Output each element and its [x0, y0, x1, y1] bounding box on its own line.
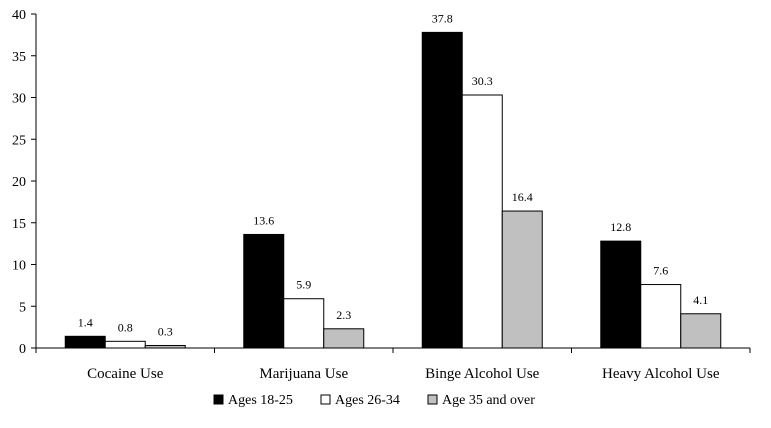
data-label: 1.4 [78, 315, 93, 329]
bar [461, 94, 503, 349]
bar [243, 233, 285, 349]
category-label: Binge Alcohol Use [425, 366, 539, 382]
legend-swatch [213, 394, 224, 405]
y-tick-label: 10 [12, 259, 26, 274]
legend-label: Ages 18-25 [228, 393, 293, 408]
bar [421, 31, 463, 349]
bar [104, 340, 146, 349]
y-tick-label: 25 [12, 133, 26, 148]
y-tick-label: 40 [12, 8, 26, 23]
data-label: 0.3 [158, 324, 173, 338]
category-label: Marijuana Use [259, 366, 348, 382]
data-label: 0.8 [118, 320, 133, 334]
bars [64, 31, 722, 349]
bar [283, 298, 325, 349]
legend-swatch [320, 394, 331, 405]
bar [600, 240, 642, 349]
bar [640, 284, 682, 349]
category-label: Heavy Alcohol Use [602, 366, 720, 382]
data-label: 37.8 [432, 11, 453, 25]
data-label: 2.3 [336, 308, 351, 322]
data-label: 13.6 [253, 213, 274, 227]
data-label: 7.6 [653, 264, 668, 278]
data-label: 30.3 [472, 74, 493, 88]
data-label: 12.8 [610, 220, 631, 234]
legend-label: Ages 26-34 [335, 393, 400, 408]
bar [64, 335, 106, 349]
bar [323, 328, 365, 349]
x-axis [35, 347, 751, 353]
legend-label: Age 35 and over [442, 393, 535, 408]
category-label: Cocaine Use [87, 366, 164, 382]
data-label: 16.4 [512, 190, 533, 204]
data-label: 4.1 [693, 293, 708, 307]
bar [144, 344, 186, 349]
y-tick-label: 35 [12, 50, 26, 65]
data-label: 5.9 [296, 278, 311, 292]
y-tick-label: 30 [12, 92, 26, 107]
data-labels: 1.4 0.8 0.3 13.6 5.9 2.3 37.8 30.3 16.4 12.8 7.6 4.… [78, 11, 709, 338]
legend-swatch [427, 394, 438, 405]
category-labels: Cocaine Use Marijuana Use Binge Alcohol Us… [87, 366, 720, 382]
bar [501, 210, 543, 349]
legend: Ages 18-25 Ages 26-34 Age 35 and over [213, 393, 535, 408]
y-tick-label: 20 [12, 175, 26, 190]
y-tick-label: 15 [12, 217, 26, 232]
y-axis: 0 5 10 15 20 25 30 35 40 [12, 8, 37, 357]
y-tick-label: 0 [19, 342, 26, 357]
y-tick-label: 5 [19, 300, 26, 315]
bar [680, 313, 722, 349]
